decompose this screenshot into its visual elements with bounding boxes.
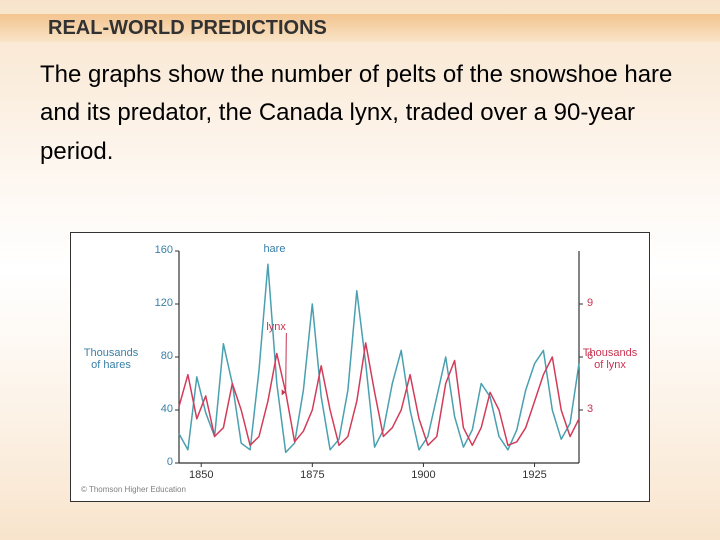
ytick-left: 160: [145, 244, 173, 256]
slide-root: REAL-WORLD PREDICTIONS The graphs show t…: [0, 0, 720, 540]
chart-copyright: © Thomson Higher Education: [81, 485, 186, 494]
xtick: 1850: [189, 469, 213, 481]
ytick-right: 6: [587, 350, 607, 362]
ytick-left: 0: [145, 456, 173, 468]
ytick-left: 40: [145, 403, 173, 415]
slide-body: The graphs show the number of pelts of t…: [40, 56, 680, 171]
xtick: 1900: [411, 469, 435, 481]
ytick-right: 9: [587, 297, 607, 309]
series-label-hare: hare: [263, 243, 285, 255]
ytick-right: 3: [587, 403, 607, 415]
chart-frame: Thousands of hares Thousands of lynx © T…: [70, 232, 650, 502]
ytick-left: 80: [145, 350, 173, 362]
xtick: 1925: [522, 469, 546, 481]
y-axis-label-left: Thousands of hares: [79, 347, 143, 371]
ytick-left: 120: [145, 297, 173, 309]
slide-title: REAL-WORLD PREDICTIONS: [48, 14, 327, 42]
xtick: 1875: [300, 469, 324, 481]
chart-inner: Thousands of hares Thousands of lynx © T…: [75, 237, 645, 497]
series-label-lynx: lynx: [266, 321, 286, 333]
